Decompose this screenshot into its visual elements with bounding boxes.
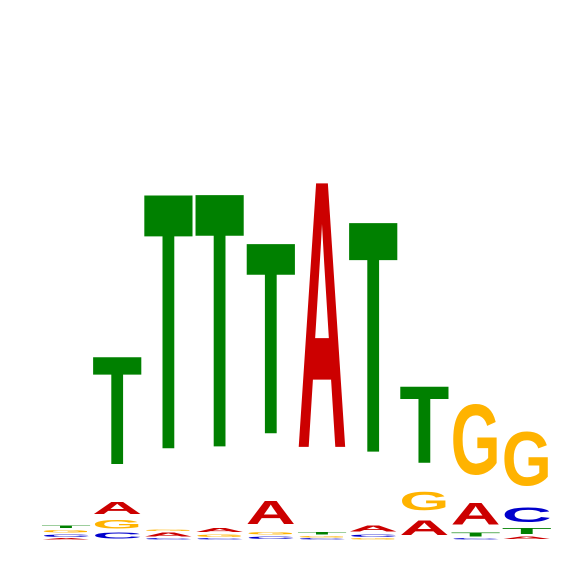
logo-letter-t: T xyxy=(92,325,142,498)
logo-letter-c: C xyxy=(143,538,193,540)
logo-letter-a: A xyxy=(399,516,449,540)
logo-letter-g: G xyxy=(297,536,347,538)
logo-letter-a: A xyxy=(41,538,91,540)
logo-letter-a: A xyxy=(451,496,501,531)
logo-letter-c: C xyxy=(502,503,552,527)
logo-letter-c: C xyxy=(348,533,398,537)
logo-letter-c: C xyxy=(195,538,245,540)
logo-letter-c: C xyxy=(41,533,91,537)
logo-letter-t: T xyxy=(399,363,449,487)
logo-letter-c: C xyxy=(246,536,296,540)
logo-letter-t: T xyxy=(451,531,501,538)
logo-letter-g: G xyxy=(502,416,552,502)
logo-letter-t: T xyxy=(143,117,193,527)
logo-letter-g: G xyxy=(195,533,245,537)
logo-letter-a: A xyxy=(246,494,296,531)
logo-letter-t: T xyxy=(246,184,296,492)
logo-letter-a: A xyxy=(297,102,347,529)
logo-letter-t: T xyxy=(41,525,91,529)
logo-letter-g: G xyxy=(92,518,142,531)
logo-letter-c: C xyxy=(92,531,142,540)
logo-letter-a: A xyxy=(92,498,142,518)
logo-letter-c: C xyxy=(451,538,501,540)
logo-letter-t: T xyxy=(297,531,347,535)
logo-letter-g: G xyxy=(348,538,398,540)
logo-letter-a: A xyxy=(348,525,398,534)
logo-letter-g: G xyxy=(41,529,91,533)
logo-letter-t: T xyxy=(502,527,552,536)
logo-letter-t: T xyxy=(348,152,398,523)
logo-letter-g: G xyxy=(399,488,449,516)
logo-position-8: AGT xyxy=(399,363,449,540)
logo-letter-a: A xyxy=(502,536,552,540)
logo-letter-c: C xyxy=(297,538,347,540)
logo-letter-a: A xyxy=(143,531,193,537)
logo-letter-t: T xyxy=(195,117,245,525)
logo-letter-a: A xyxy=(195,527,245,533)
logo-letter-g: G xyxy=(143,529,193,531)
logo-letter-g: G xyxy=(451,383,501,495)
logo-letter-g: G xyxy=(246,531,296,535)
